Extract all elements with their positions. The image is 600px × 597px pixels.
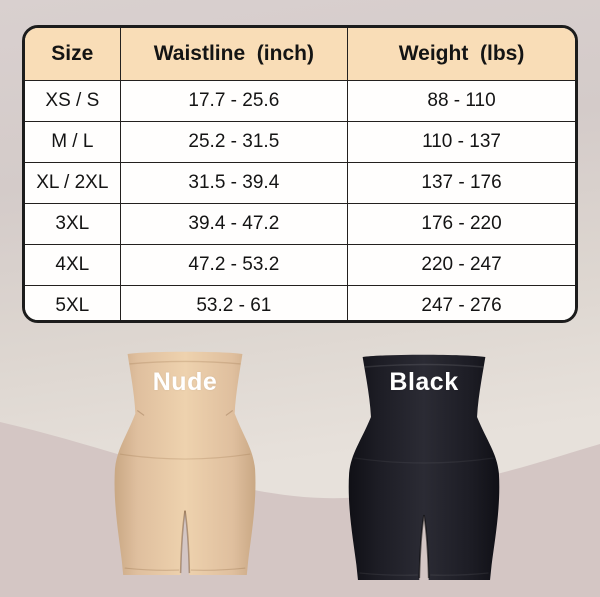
weight-cell: 137 - 176 (347, 162, 575, 204)
size-cell: 5XL (25, 285, 121, 320)
size-cell: M / L (25, 121, 121, 163)
weight-cell: 110 - 137 (347, 121, 575, 163)
table-row: 5XL 53.2 - 61 247 - 276 (25, 285, 575, 320)
size-cell: XS / S (25, 80, 121, 122)
waistline-cell: 25.2 - 31.5 (119, 121, 349, 163)
color-label-nude: Nude (152, 368, 218, 396)
size-cell: XL / 2XL (25, 162, 121, 204)
nude-shapewear-image (114, 351, 256, 576)
waistline-cell: 53.2 - 61 (119, 285, 349, 320)
column-header-waistline: Waistline (inch) (119, 28, 349, 81)
table-row: 4XL 47.2 - 53.2 220 - 247 (25, 244, 575, 286)
column-header-size: Size (25, 28, 121, 81)
table-row: M / L 25.2 - 31.5 110 - 137 (25, 121, 575, 163)
waistline-cell: 39.4 - 47.2 (119, 203, 349, 245)
black-shapewear-image (348, 354, 500, 580)
waistline-cell: 47.2 - 53.2 (119, 244, 349, 286)
color-label-black: Black (389, 368, 459, 396)
table-row: XS / S 17.7 - 25.6 88 - 110 (25, 80, 575, 122)
weight-cell: 88 - 110 (347, 80, 575, 122)
background-wave (0, 422, 600, 597)
table-row: XL / 2XL 31.5 - 39.4 137 - 176 (25, 162, 575, 204)
size-chart-table: Size Waistline (inch) Weight (lbs) XS / … (22, 25, 578, 323)
weight-cell: 220 - 247 (347, 244, 575, 286)
weight-cell: 176 - 220 (347, 203, 575, 245)
waistline-cell: 17.7 - 25.6 (119, 80, 349, 122)
size-cell: 3XL (25, 203, 121, 245)
column-header-weight: Weight (lbs) (347, 28, 575, 81)
table-row: 3XL 39.4 - 47.2 176 - 220 (25, 203, 575, 245)
header-row: Size Waistline (inch) Weight (lbs) (25, 28, 575, 81)
size-cell: 4XL (25, 244, 121, 286)
waistline-cell: 31.5 - 39.4 (119, 162, 349, 204)
weight-cell: 247 - 276 (347, 285, 575, 320)
